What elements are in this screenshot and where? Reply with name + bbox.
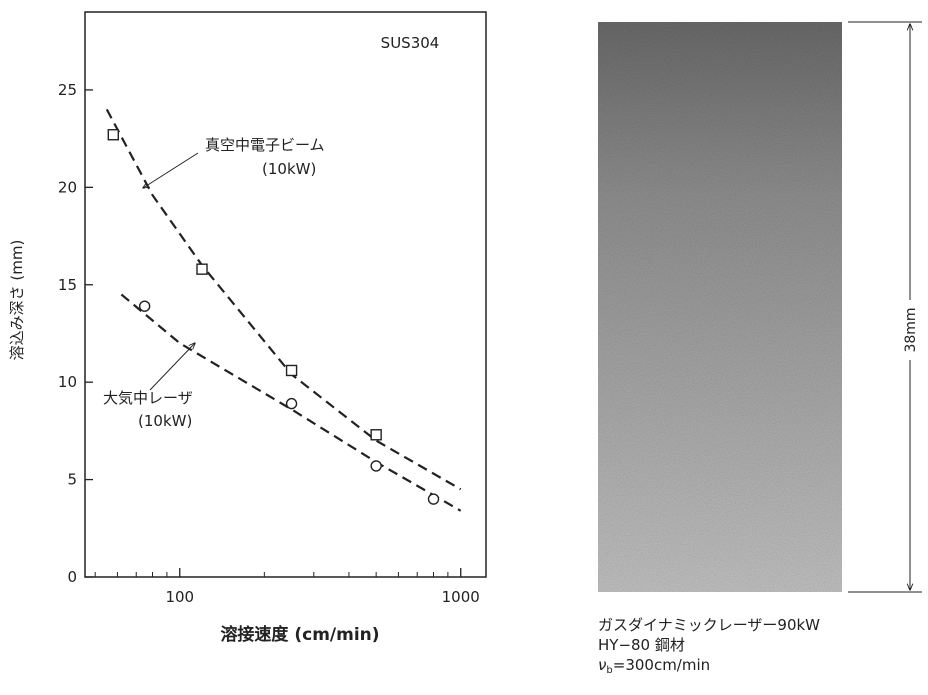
caption-text: =300cm/min (613, 656, 710, 674)
point (197, 264, 207, 274)
point (429, 494, 439, 504)
symbol: ν (598, 656, 606, 674)
caption: HY−80 鋼材 (598, 636, 685, 654)
point (371, 461, 381, 471)
point (140, 301, 150, 311)
dimension-label: 38mm (903, 307, 919, 352)
series-sublabel: (10kW) (262, 160, 316, 178)
point (108, 130, 118, 140)
page: SUS304 溶接速度 (cm/min) 溶込み深さ (mm) 真空中電子ビーム… (0, 0, 928, 691)
point (287, 399, 297, 409)
annotation: SUS304 (381, 34, 440, 52)
x-tick-label: 100 (165, 588, 194, 606)
point (287, 365, 297, 375)
plot-frame (85, 12, 486, 577)
arrow (150, 343, 195, 390)
y-tick-label: 0 (67, 568, 77, 586)
caption: νb=300cm/min (598, 656, 710, 676)
series-sublabel: (10kW) (138, 412, 192, 430)
y-tick-label: 5 (67, 471, 77, 489)
series-label: 真空中電子ビーム (205, 136, 325, 154)
y-tick-label: 20 (58, 178, 77, 196)
arrow (143, 153, 198, 188)
y-axis-label: 溶込み深さ (mm) (8, 240, 26, 361)
y-tick-label: 15 (58, 276, 77, 294)
series-label: 大気中レーザ (103, 389, 193, 407)
y-tick-label: 25 (58, 81, 77, 99)
photo (598, 22, 842, 592)
y-tick-label: 10 (58, 373, 77, 391)
x-axis-label: 溶接速度 (cm/min) (220, 624, 379, 645)
caption: ガスダイナミックレーザー90kW (598, 616, 820, 634)
point (371, 430, 381, 440)
x-tick-label: 1000 (442, 588, 480, 606)
